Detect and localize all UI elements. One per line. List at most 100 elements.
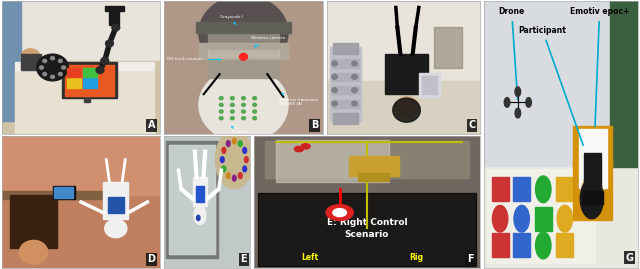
Circle shape (504, 98, 510, 107)
Circle shape (332, 61, 337, 66)
Circle shape (253, 103, 257, 107)
Bar (199, 44, 288, 59)
Bar (84, 97, 90, 102)
Circle shape (301, 144, 310, 149)
Bar (327, 1, 480, 81)
Circle shape (43, 59, 47, 62)
Bar (103, 182, 129, 219)
Bar (535, 207, 552, 231)
Circle shape (241, 103, 245, 107)
Circle shape (220, 103, 223, 107)
Bar (67, 68, 81, 77)
Bar (54, 187, 73, 198)
Text: C: C (468, 120, 476, 130)
Bar (65, 65, 114, 95)
Bar (196, 186, 204, 202)
Bar (487, 169, 595, 263)
Circle shape (492, 205, 508, 232)
Text: Grayscale (: Grayscale ( (220, 15, 243, 24)
Circle shape (515, 87, 520, 97)
Text: Left: Left (301, 253, 319, 262)
Text: Emotiv epoc+: Emotiv epoc+ (570, 7, 629, 126)
Circle shape (105, 219, 127, 238)
Circle shape (222, 147, 226, 153)
Bar (21, 54, 42, 70)
Circle shape (40, 66, 44, 69)
Circle shape (100, 58, 109, 64)
Circle shape (51, 75, 54, 79)
Text: Off truck counter: Off truck counter (167, 58, 221, 62)
Circle shape (220, 110, 223, 113)
Circle shape (36, 54, 68, 81)
Bar (556, 233, 573, 257)
Circle shape (332, 101, 337, 106)
Bar (573, 161, 612, 220)
Circle shape (394, 97, 419, 118)
Bar (109, 9, 119, 25)
Bar (258, 193, 476, 266)
Circle shape (581, 175, 603, 212)
Bar (332, 73, 359, 81)
Bar (573, 126, 612, 167)
Text: Rig: Rig (410, 253, 424, 262)
Circle shape (232, 138, 236, 144)
Circle shape (253, 97, 257, 100)
Bar (2, 1, 160, 61)
Circle shape (43, 73, 47, 76)
Circle shape (230, 110, 234, 113)
Bar (10, 195, 57, 248)
Text: D: D (147, 254, 156, 264)
Circle shape (220, 116, 223, 120)
Circle shape (352, 61, 357, 66)
Circle shape (222, 166, 226, 172)
Bar (253, 156, 480, 268)
Bar (513, 177, 530, 201)
Circle shape (196, 215, 200, 221)
Text: G: G (625, 253, 634, 263)
Circle shape (241, 97, 245, 100)
Circle shape (194, 206, 206, 225)
Bar (209, 54, 278, 78)
Circle shape (199, 0, 288, 70)
Circle shape (239, 141, 242, 147)
Circle shape (230, 116, 234, 120)
Text: Wireless tranceiver
NRF905 (A): Wireless tranceiver NRF905 (A) (278, 93, 318, 107)
Bar (349, 156, 399, 176)
Bar (83, 68, 97, 77)
Bar (108, 197, 124, 213)
Circle shape (326, 205, 353, 221)
Bar (166, 141, 218, 258)
Circle shape (239, 54, 248, 60)
Bar (209, 44, 278, 57)
Text: F: F (467, 254, 474, 264)
Circle shape (580, 179, 604, 219)
Circle shape (112, 24, 120, 31)
Text: E: Right Control
Scenario: E: Right Control Scenario (326, 218, 407, 239)
Bar (327, 81, 480, 134)
Circle shape (232, 175, 236, 181)
Bar (422, 76, 437, 94)
Circle shape (106, 40, 113, 47)
Circle shape (332, 88, 337, 93)
Bar (484, 1, 638, 167)
Circle shape (61, 66, 65, 69)
Bar (333, 44, 358, 54)
Circle shape (199, 68, 288, 142)
Text: Turtlebot: Turtlebot (231, 127, 249, 133)
Circle shape (239, 173, 242, 179)
Circle shape (21, 49, 40, 65)
Bar (83, 78, 97, 87)
Circle shape (294, 146, 303, 152)
Bar (582, 191, 603, 204)
Text: E: E (241, 254, 247, 264)
Circle shape (243, 147, 246, 153)
Circle shape (19, 240, 48, 264)
Bar (358, 173, 390, 181)
Circle shape (515, 108, 520, 118)
Circle shape (253, 110, 257, 113)
Bar (276, 140, 390, 182)
Text: B: B (311, 120, 318, 130)
Bar (330, 48, 360, 121)
Bar (611, 1, 638, 167)
Bar (15, 70, 154, 134)
